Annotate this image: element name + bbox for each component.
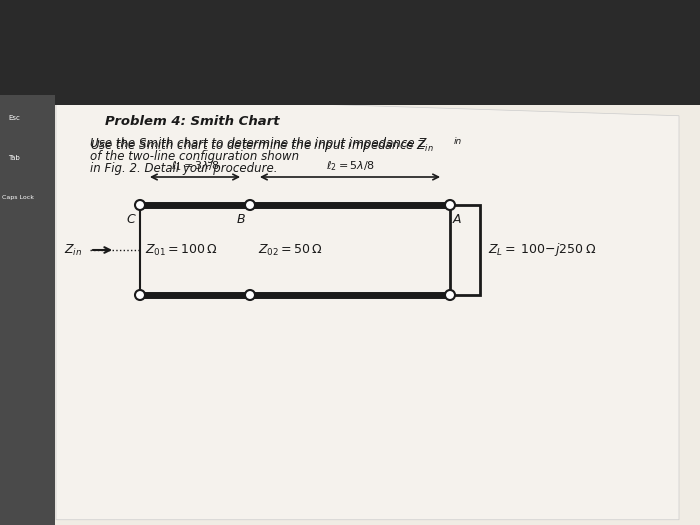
Bar (456, 72, 482, 88)
Bar (46, 56, 72, 70)
Bar (330, 72, 356, 88)
Text: Esc: Esc (8, 115, 20, 121)
Bar (414, 72, 440, 88)
Text: Use the Smith chart to determine the input impedance Z: Use the Smith chart to determine the inp… (90, 137, 426, 150)
Polygon shape (0, 0, 700, 105)
Bar (134, 56, 160, 70)
Text: $Z_{in}$: $Z_{in}$ (64, 243, 82, 258)
Circle shape (445, 200, 455, 210)
Bar (78, 72, 104, 88)
Bar (498, 72, 524, 88)
Bar (400, 56, 426, 70)
Bar (624, 72, 650, 88)
Circle shape (245, 200, 255, 210)
Polygon shape (56, 96, 679, 520)
Bar (666, 72, 692, 88)
Text: $Z_{01} = 100\,\Omega$: $Z_{01} = 100\,\Omega$ (145, 243, 218, 258)
Bar (204, 72, 230, 88)
Text: Tab: Tab (8, 155, 20, 161)
Bar (578, 56, 603, 70)
Bar (288, 72, 314, 88)
Text: Problem 4: Smith Chart: Problem 4: Smith Chart (105, 115, 279, 128)
Bar (582, 72, 608, 88)
Circle shape (135, 200, 145, 210)
Text: of the two-line configuration shown: of the two-line configuration shown (90, 150, 299, 163)
Bar (489, 56, 515, 70)
Polygon shape (0, 95, 700, 105)
Circle shape (135, 290, 145, 300)
Bar (267, 56, 293, 70)
Circle shape (445, 290, 455, 300)
Text: in Fig. 2. Detail your procedure.: in Fig. 2. Detail your procedure. (90, 162, 277, 175)
Bar (450, 205, 480, 295)
Text: $Z_L = \; 100{-}j250 \; \Omega$: $Z_L = \; 100{-}j250 \; \Omega$ (488, 242, 597, 258)
Bar (622, 56, 648, 70)
Text: $\ell_1 = 3\lambda/8$: $\ell_1 = 3\lambda/8$ (171, 159, 219, 173)
Text: Use the Smith chart to determine the input impedance $Z_{in}$: Use the Smith chart to determine the inp… (90, 137, 434, 154)
Text: A: A (453, 213, 461, 226)
Bar (179, 56, 205, 70)
Bar (312, 56, 337, 70)
Bar (246, 72, 272, 88)
Bar (372, 72, 398, 88)
Text: C: C (126, 213, 135, 226)
Bar (444, 56, 470, 70)
Bar (223, 56, 249, 70)
Text: $Z_{02} = 50\,\Omega$: $Z_{02} = 50\,\Omega$ (258, 243, 323, 258)
Polygon shape (0, 0, 700, 95)
Polygon shape (0, 95, 55, 525)
Bar (36, 72, 62, 88)
Bar (666, 56, 692, 70)
Bar (540, 72, 566, 88)
Text: Caps Lock: Caps Lock (2, 195, 34, 200)
Bar (356, 56, 382, 70)
Circle shape (245, 290, 255, 300)
Bar (90, 56, 116, 70)
Text: B: B (237, 213, 245, 226)
Text: $\ell_2 = 5\lambda/8$: $\ell_2 = 5\lambda/8$ (326, 159, 374, 173)
Bar (120, 72, 146, 88)
Bar (162, 72, 188, 88)
Bar (533, 56, 559, 70)
Text: in: in (454, 137, 462, 146)
